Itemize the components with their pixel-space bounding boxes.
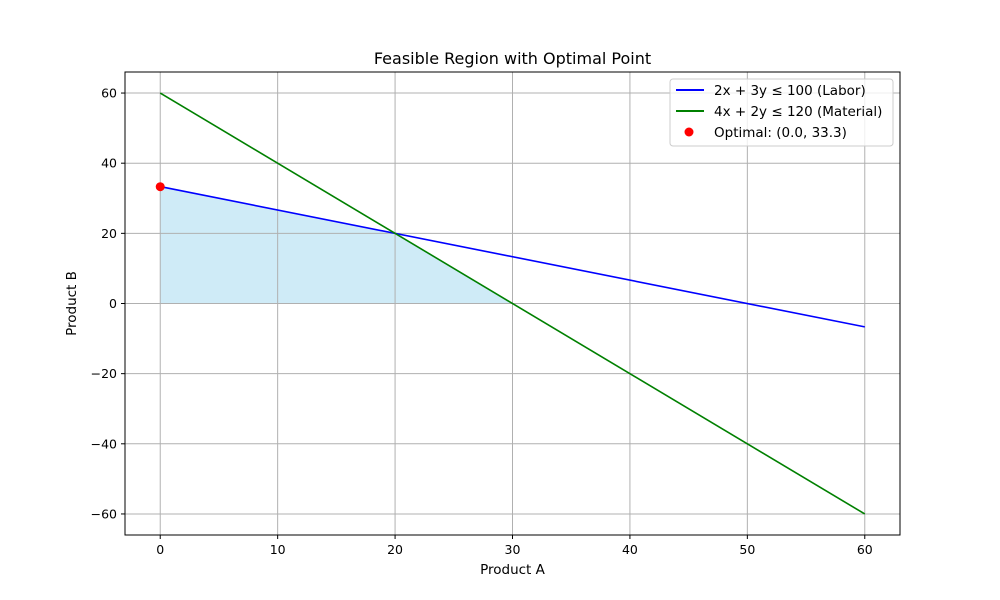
y-tick-label: 0 <box>109 296 117 311</box>
labor-constraint-line <box>160 185 865 328</box>
x-axis-label: Product A <box>480 562 546 578</box>
x-tick-label: 0 <box>156 542 164 557</box>
y-tick-label: 20 <box>101 226 117 241</box>
legend-swatch-optimal <box>684 127 694 137</box>
legend-entry-optimal: Optimal: (0.0, 33.3) <box>714 125 847 141</box>
optimal-point <box>155 182 165 192</box>
y-tick-label: −20 <box>91 366 117 381</box>
legend-entry-material: 4x + 2y ≤ 120 (Material) <box>714 104 882 120</box>
legend: 2x + 3y ≤ 100 (Labor) 4x + 2y ≤ 120 (Mat… <box>669 78 894 147</box>
legend-entry-labor: 2x + 3y ≤ 100 (Labor) <box>714 83 866 99</box>
x-tick-label: 20 <box>387 542 403 557</box>
x-tick-label: 50 <box>739 542 755 557</box>
y-tick-label: −40 <box>91 436 117 451</box>
legend-box <box>669 78 894 147</box>
feasible-region <box>160 186 513 304</box>
x-tick-label: 30 <box>505 542 521 557</box>
x-tick-label: 10 <box>270 542 286 557</box>
material-constraint-line <box>159 92 866 515</box>
y-tick-label: 60 <box>101 86 117 101</box>
y-tick-label: 40 <box>101 156 117 171</box>
chart-title: Feasible Region with Optimal Point <box>374 49 651 68</box>
y-tick-label: −60 <box>91 506 117 521</box>
x-tick-label: 40 <box>622 542 638 557</box>
y-axis-label: Product B <box>64 271 80 336</box>
x-tick-label: 60 <box>857 542 873 557</box>
